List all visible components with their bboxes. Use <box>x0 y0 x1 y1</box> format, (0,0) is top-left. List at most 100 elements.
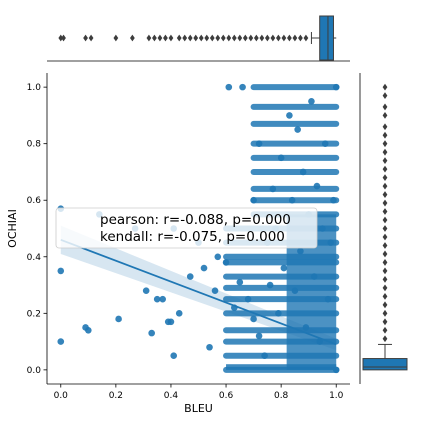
outlier-marker <box>281 34 287 42</box>
data-point <box>159 295 166 303</box>
outlier-marker <box>248 34 254 42</box>
outlier-marker <box>382 259 388 266</box>
outlier-marker <box>382 284 388 292</box>
outlier-marker <box>382 191 388 198</box>
y-tick-label: 0.2 <box>27 309 41 319</box>
data-point <box>239 83 246 91</box>
outlier-marker <box>146 34 152 42</box>
outlier-marker <box>198 34 204 42</box>
data-point <box>142 287 150 295</box>
outlier-marker <box>382 165 388 173</box>
outlier-marker <box>88 34 94 42</box>
y-tick-label: 1.0 <box>27 83 42 93</box>
data-point <box>170 352 178 360</box>
right-marginal-boxplot <box>359 73 408 384</box>
outlier-marker <box>204 34 210 42</box>
data-point <box>167 318 175 326</box>
outlier-marker <box>382 326 388 334</box>
outlier-marker <box>215 34 221 42</box>
x-axis-ticks: 0.0 0.2 0.4 0.6 0.8 1.0 <box>54 384 344 401</box>
data-point <box>236 278 244 286</box>
y-axis-label: OCHIAI <box>6 209 19 248</box>
outlier-marker <box>382 148 388 156</box>
outlier-marker <box>382 318 388 326</box>
data-point <box>250 315 257 323</box>
data-point <box>206 343 213 351</box>
data-point <box>280 264 288 272</box>
outlier-marker <box>382 112 388 119</box>
annotation-kendall: kendall: r=-0.075, p=0.000 <box>100 229 285 245</box>
x-tick-label: 0.2 <box>109 391 123 401</box>
outlier-marker <box>382 103 388 111</box>
data-point <box>211 287 219 295</box>
outlier-marker <box>382 216 388 224</box>
outlier-marker <box>292 34 298 42</box>
outlier-marker <box>382 275 388 283</box>
outlier-marker <box>382 174 388 182</box>
y-tick-label: 0.6 <box>27 196 42 206</box>
axes-spines <box>46 73 350 385</box>
data-point <box>57 338 65 345</box>
data-point <box>115 315 122 323</box>
data-point <box>214 253 222 261</box>
outlier-marker <box>382 131 388 139</box>
data-point <box>153 295 161 303</box>
outlier-marker <box>382 301 388 309</box>
outlier-marker <box>382 292 388 300</box>
right-box <box>362 358 408 371</box>
outlier-marker <box>187 34 193 42</box>
x-tick-label: 1.0 <box>329 391 344 401</box>
y-tick-label: 0.8 <box>27 140 42 150</box>
annotation-pearson: pearson: r=-0.088, p=0.000 <box>100 212 291 228</box>
outlier-marker <box>382 83 388 91</box>
data-point <box>148 329 155 337</box>
x-tick-label: 0.4 <box>164 391 179 401</box>
main-scatter-plot: pearson: r=-0.088, p=0.000 kendall: r=-0… <box>6 73 350 415</box>
outlier-marker <box>259 34 265 42</box>
outlier-marker <box>193 34 199 42</box>
outlier-marker <box>237 34 243 42</box>
x-tick-label: 0.6 <box>219 391 234 401</box>
outlier-marker <box>58 34 64 42</box>
outlier-marker <box>176 34 182 42</box>
outlier-marker <box>276 34 281 42</box>
top-marginal-boxplot <box>47 15 350 62</box>
regression-line <box>60 238 337 346</box>
zero-band <box>226 364 337 370</box>
outlier-marker <box>209 34 215 42</box>
outlier-marker <box>264 34 270 42</box>
data-point <box>85 326 92 334</box>
outlier-marker <box>382 225 388 232</box>
outlier-marker <box>231 34 237 42</box>
outlier-marker <box>113 34 119 42</box>
y-tick-label: 0.4 <box>27 253 42 263</box>
outlier-marker <box>168 34 174 42</box>
data-point <box>57 267 65 275</box>
x-tick-label: 0.0 <box>54 391 69 401</box>
outlier-marker <box>382 309 388 317</box>
outlier-marker <box>130 34 135 42</box>
x-axis-label: BLEU <box>184 402 213 415</box>
outlier-marker <box>61 34 66 42</box>
outlier-marker <box>382 92 388 100</box>
outlier-marker <box>382 335 388 343</box>
outlier-marker <box>253 34 259 42</box>
outlier-marker <box>382 157 388 165</box>
outlier-marker <box>382 250 388 258</box>
outlier-marker <box>382 233 388 241</box>
outlier-marker <box>382 140 388 148</box>
outlier-marker <box>242 34 248 42</box>
data-point <box>186 273 194 280</box>
outlier-marker <box>382 182 388 190</box>
outlier-marker <box>382 267 388 275</box>
outlier-marker <box>303 34 309 42</box>
top-box <box>319 15 334 61</box>
outlier-marker <box>182 34 188 42</box>
outlier-marker <box>220 34 226 42</box>
outlier-marker <box>163 34 168 42</box>
data-point <box>286 112 293 119</box>
y-axis-ticks: 0.0 0.2 0.4 0.6 0.8 1.0 <box>27 83 47 376</box>
data-point <box>175 310 183 317</box>
x-tick-label: 0.8 <box>274 391 289 401</box>
